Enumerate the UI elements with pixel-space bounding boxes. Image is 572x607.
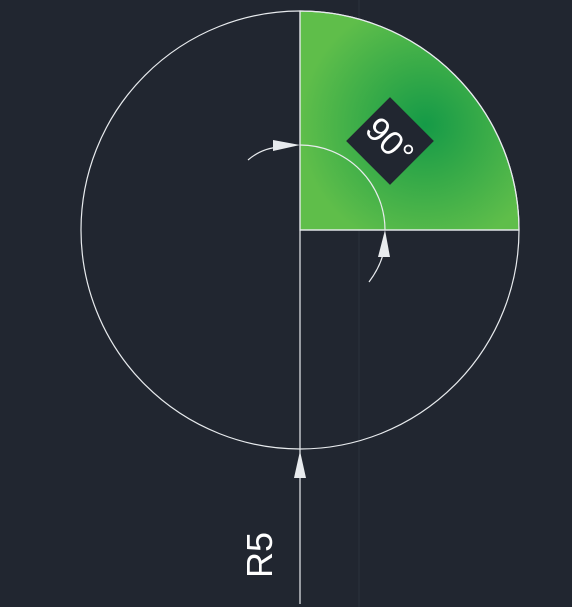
radius-arrowhead-icon [294, 451, 306, 478]
angle-dimension-arc[interactable] [299, 144, 386, 231]
angle-arrowhead-top-icon [273, 140, 300, 151]
radius-label: R5 [239, 532, 280, 578]
angle-arrowhead-right-icon [378, 230, 390, 257]
